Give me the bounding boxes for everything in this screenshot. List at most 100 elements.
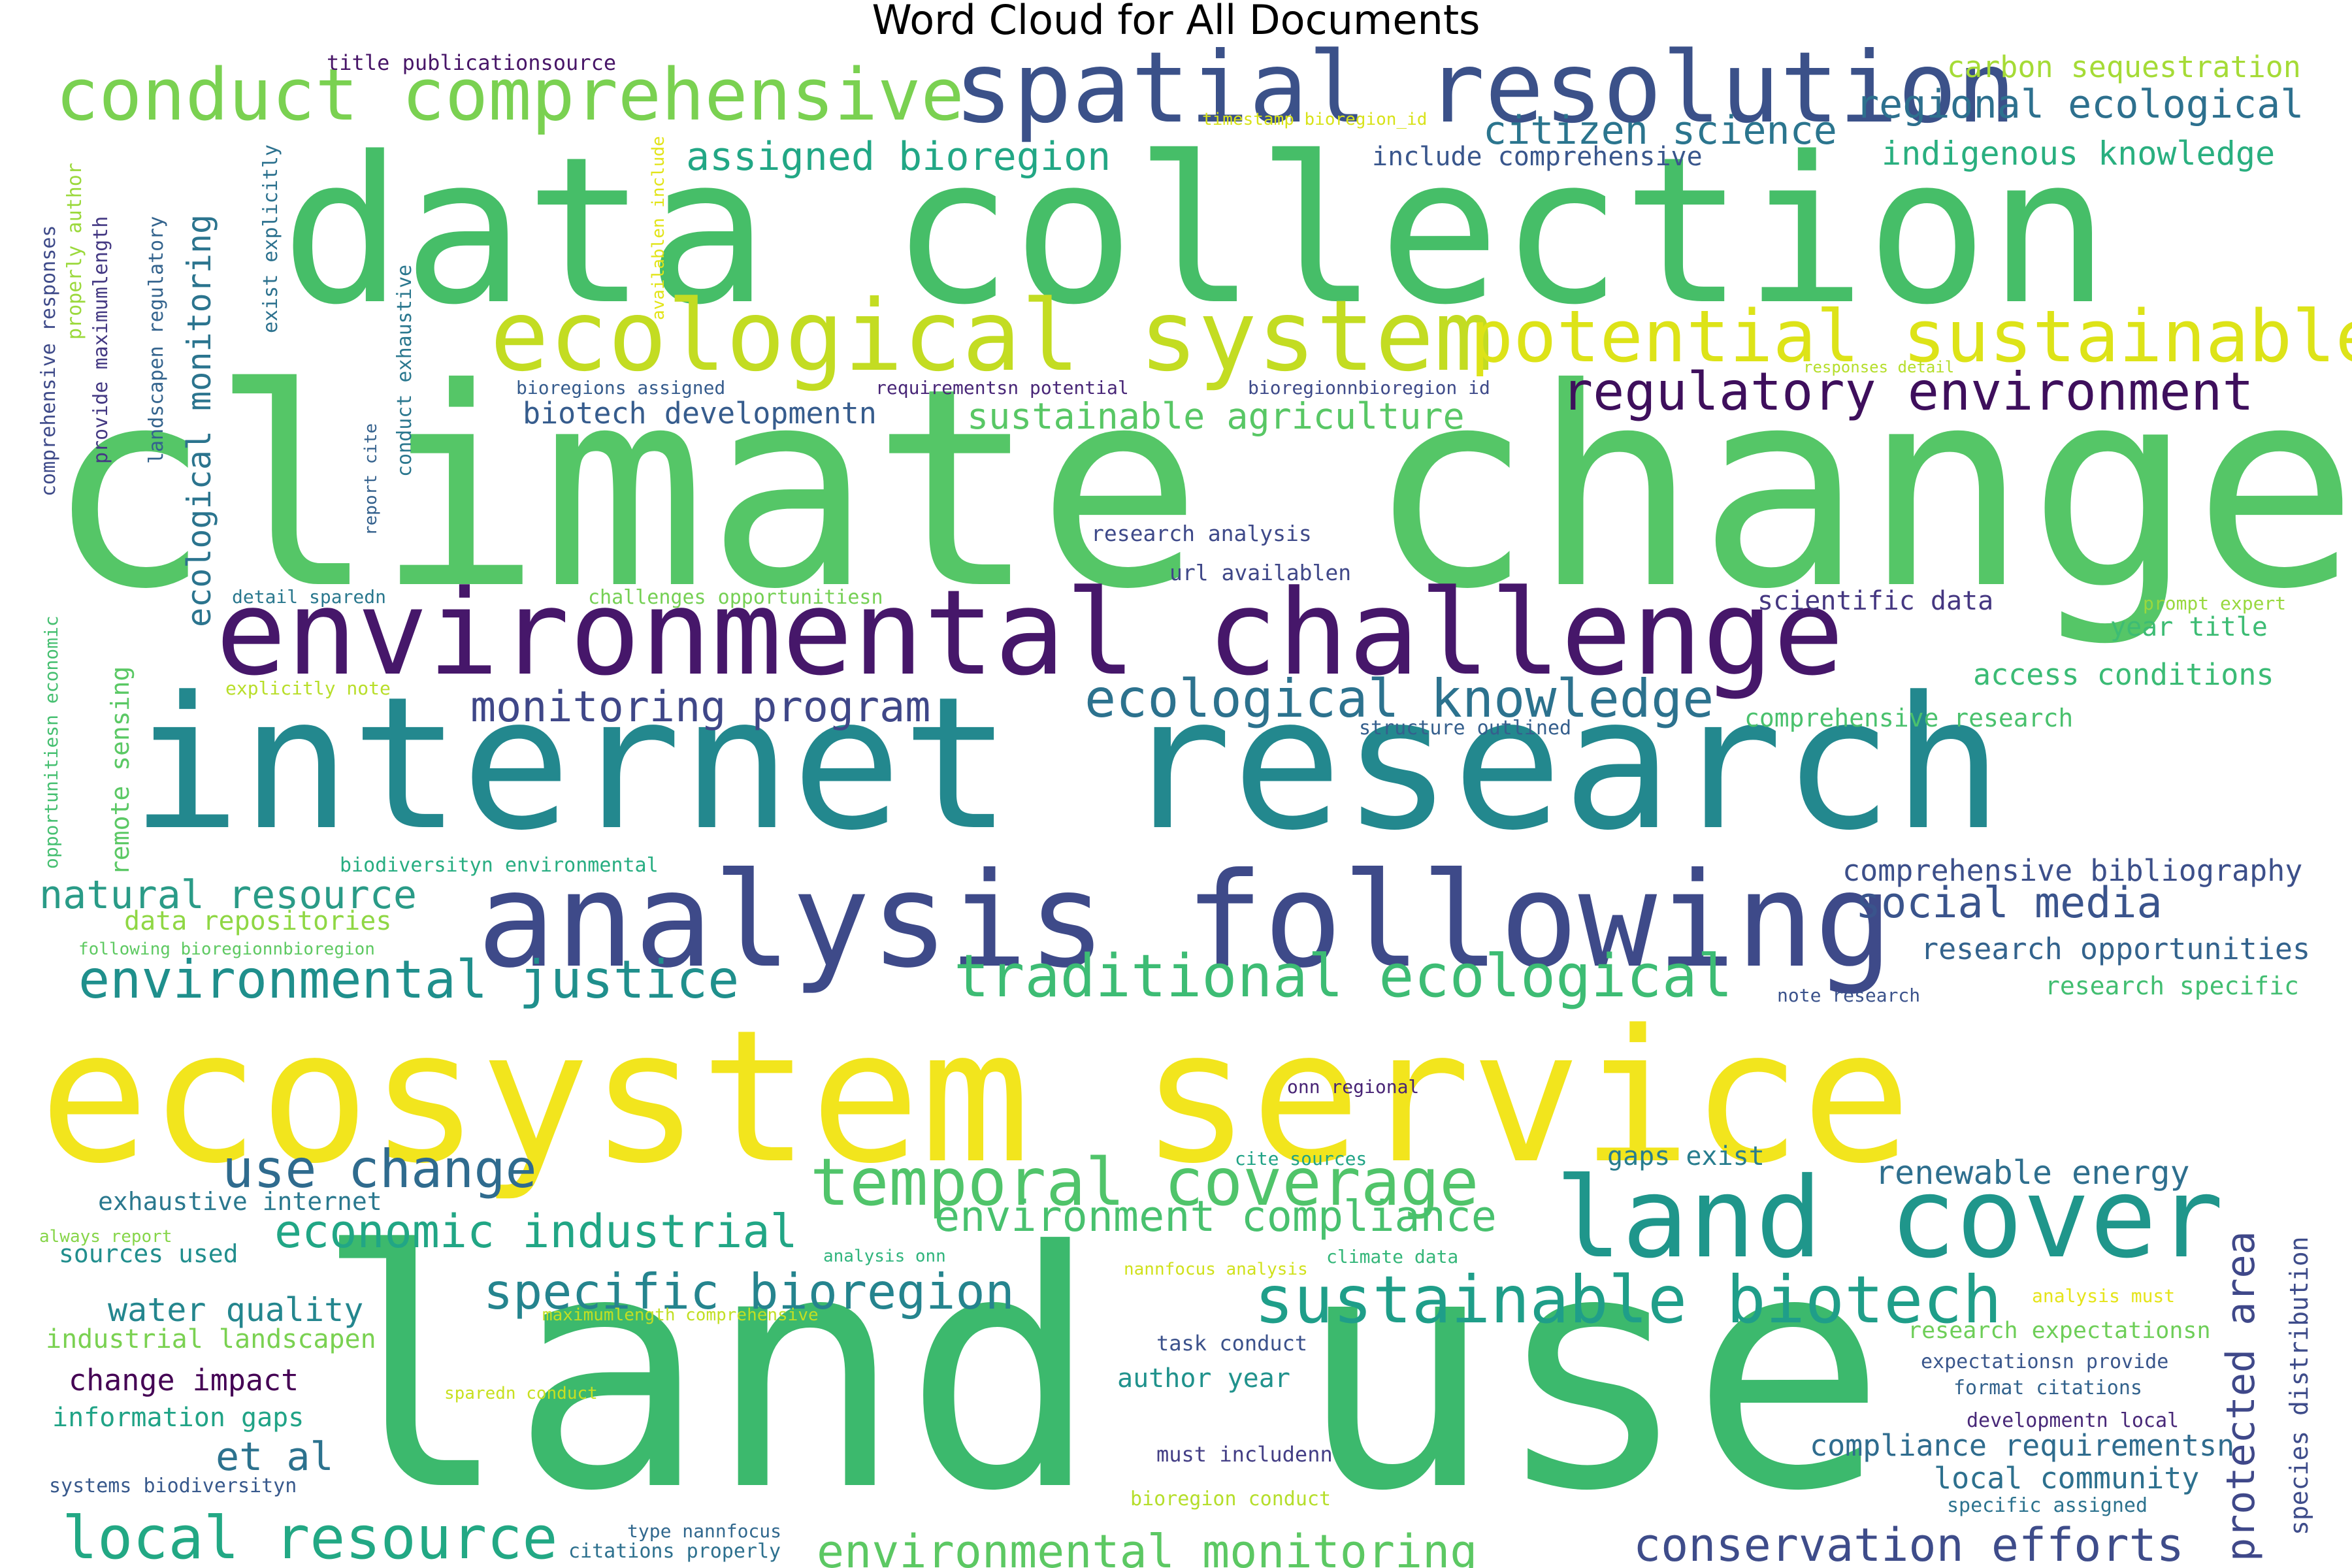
cloud-word: research analysis xyxy=(1091,521,1312,546)
cloud-word: year title xyxy=(2110,612,2268,642)
cloud-word: climate change xyxy=(46,330,2352,649)
cloud-word: opportunitiesn economic xyxy=(41,615,62,869)
cloud-word: et al xyxy=(216,1434,334,1480)
cloud-word: research expectationsn xyxy=(1908,1318,2211,1344)
cloud-word: conservation efforts xyxy=(1633,1518,2184,1568)
cloud-word: traditional ecological xyxy=(954,942,1733,1011)
cloud-word: bioregions assigned xyxy=(516,377,726,399)
cloud-word: compliance requirementsn xyxy=(1810,1428,2235,1463)
cloud-word: renewable energy xyxy=(1875,1154,2190,1192)
cloud-word: nannfocus analysis xyxy=(1124,1260,1308,1279)
cloud-word: species distribution xyxy=(2285,1236,2313,1535)
cloud-word: ecological knowledge xyxy=(1085,668,1714,729)
cloud-word: bioregionnbioregion id xyxy=(1248,377,1490,399)
cloud-word: citizen science xyxy=(1483,108,1837,154)
cloud-word: information gaps xyxy=(52,1403,304,1433)
cloud-word: sparedn conduct xyxy=(444,1384,598,1403)
cloud-word: citations properly xyxy=(568,1540,781,1563)
cloud-word: environment compliance xyxy=(934,1192,1497,1241)
cloud-word: natural resource xyxy=(39,872,417,918)
cloud-word: requirementsn potential xyxy=(875,377,1129,399)
cloud-word: following bioregionnbioregion xyxy=(78,939,375,959)
cloud-word: specific bioregion xyxy=(483,1263,1015,1320)
cloud-word: responses detail xyxy=(1803,358,1955,376)
cloud-word: analysis must xyxy=(2032,1285,2176,1307)
cloud-word: spatial resolution xyxy=(954,39,2016,145)
cloud-word: climate data xyxy=(1326,1246,1459,1267)
cloud-word: format citations xyxy=(1953,1377,2142,1399)
cloud-word: properly author xyxy=(63,163,86,340)
cloud-word: comprehensive responses xyxy=(37,225,60,497)
cloud-word: developmentn local xyxy=(1967,1409,2180,1432)
cloud-word: exhaustive internet xyxy=(98,1187,382,1216)
cloud-word: comprehensive research xyxy=(1744,704,2074,732)
cloud-word: note research xyxy=(1777,985,1921,1006)
cloud-word: land cover xyxy=(1555,1154,2224,1283)
cloud-word: detail sparedn xyxy=(232,586,387,608)
cloud-word: task conduct xyxy=(1156,1331,1308,1356)
cloud-word: conduct exhaustive xyxy=(393,264,416,477)
cloud-word: environmental monitoring xyxy=(817,1525,1478,1568)
cloud-word: conduct comprehensive xyxy=(56,53,964,137)
cloud-word: access conditions xyxy=(1973,657,2274,692)
cloud-word: comprehensive bibliography xyxy=(1842,853,2303,888)
cloud-word: scientific data xyxy=(1757,586,1994,616)
cloud-word: type nannfocus xyxy=(627,1520,782,1542)
cloud-word: ecological monitoring xyxy=(180,214,218,627)
cloud-word: analysis onn xyxy=(823,1247,946,1266)
cloud-word: landscapen regulatory xyxy=(145,216,168,464)
cloud-word: local resource xyxy=(62,1504,558,1568)
cloud-word: research specific xyxy=(2045,972,2299,1000)
cloud-word: url availablen xyxy=(1169,560,1352,585)
cloud-word: sources used xyxy=(59,1239,238,1268)
cloud-word: timestamp bioregion_id xyxy=(1202,110,1428,129)
cloud-word: potential sustainable xyxy=(1470,295,2352,378)
cloud-word: local community xyxy=(1934,1461,2200,1495)
cloud-word: environmental justice xyxy=(78,949,740,1010)
cloud-word: systems biodiversityn xyxy=(49,1475,297,1497)
cloud-word: temporal coverage xyxy=(810,1144,1479,1220)
cloud-word: use change xyxy=(222,1139,537,1200)
cloud-word: regulatory environment xyxy=(1561,361,2254,422)
cloud-word: sustainable agriculture xyxy=(967,395,1465,437)
cloud-word: regional ecological xyxy=(1855,82,2304,127)
cloud-word: carbon sequestration xyxy=(1947,50,2301,84)
cloud-word: specific assigned xyxy=(1947,1494,2148,1517)
cloud-word: challenges opportunitiesn xyxy=(588,586,883,609)
cloud-word: analysis following xyxy=(477,845,1893,997)
cloud-word: always report xyxy=(39,1227,172,1247)
cloud-word: social media xyxy=(1855,879,2163,928)
cloud-word: prompt expert xyxy=(2143,593,2287,614)
cloud-word: environmental challenge xyxy=(216,565,1844,702)
cloud-word: data repositories xyxy=(124,906,392,936)
cloud-word: data collection xyxy=(281,114,2110,350)
cloud-word: provide maximumlength xyxy=(90,216,112,464)
cloud-word: water quality xyxy=(108,1291,364,1329)
cloud-word: must includenn xyxy=(1156,1442,1333,1467)
cloud-word: change impact xyxy=(69,1363,299,1397)
cloud-word: internet research xyxy=(131,658,2003,871)
cloud-word: maximumlength comprehensive xyxy=(542,1305,819,1325)
cloud-word: assigned bioregion xyxy=(686,134,1111,180)
cloud-word: bioregion conduct xyxy=(1130,1488,1331,1511)
cloud-word: author year xyxy=(1117,1364,1290,1394)
cloud-word: monitoring program xyxy=(470,683,931,732)
cloud-word: title publicationsource xyxy=(327,50,617,75)
cloud-word: structure outlined xyxy=(1359,717,1572,740)
cloud-word: industrial landscapen xyxy=(46,1324,376,1354)
cloud-word: ecological system xyxy=(490,280,1494,393)
cloud-word: remote sensing xyxy=(106,666,135,875)
cloud-word: exist explicitly xyxy=(259,144,282,333)
cloud-word: sustainable biotech xyxy=(1254,1262,2002,1338)
cloud-word: indigenous knowledge xyxy=(1882,135,2276,172)
cloud-word: biotech developmentn xyxy=(523,396,877,431)
cloud-word: gaps exist xyxy=(1607,1141,1765,1171)
cloud-word: expectationsn provide xyxy=(1921,1350,2169,1373)
cloud-word: research opportunities xyxy=(1921,932,2311,966)
cloud-word: report cite xyxy=(361,423,381,536)
word-cloud: climate change land use data collection int… xyxy=(0,39,2352,1568)
chart-title: Word Cloud for All Documents xyxy=(872,0,1480,44)
cloud-word: explicitly note xyxy=(225,678,391,699)
cloud-word: protected area xyxy=(2218,1231,2264,1561)
cloud-word: land use xyxy=(314,1182,1887,1562)
